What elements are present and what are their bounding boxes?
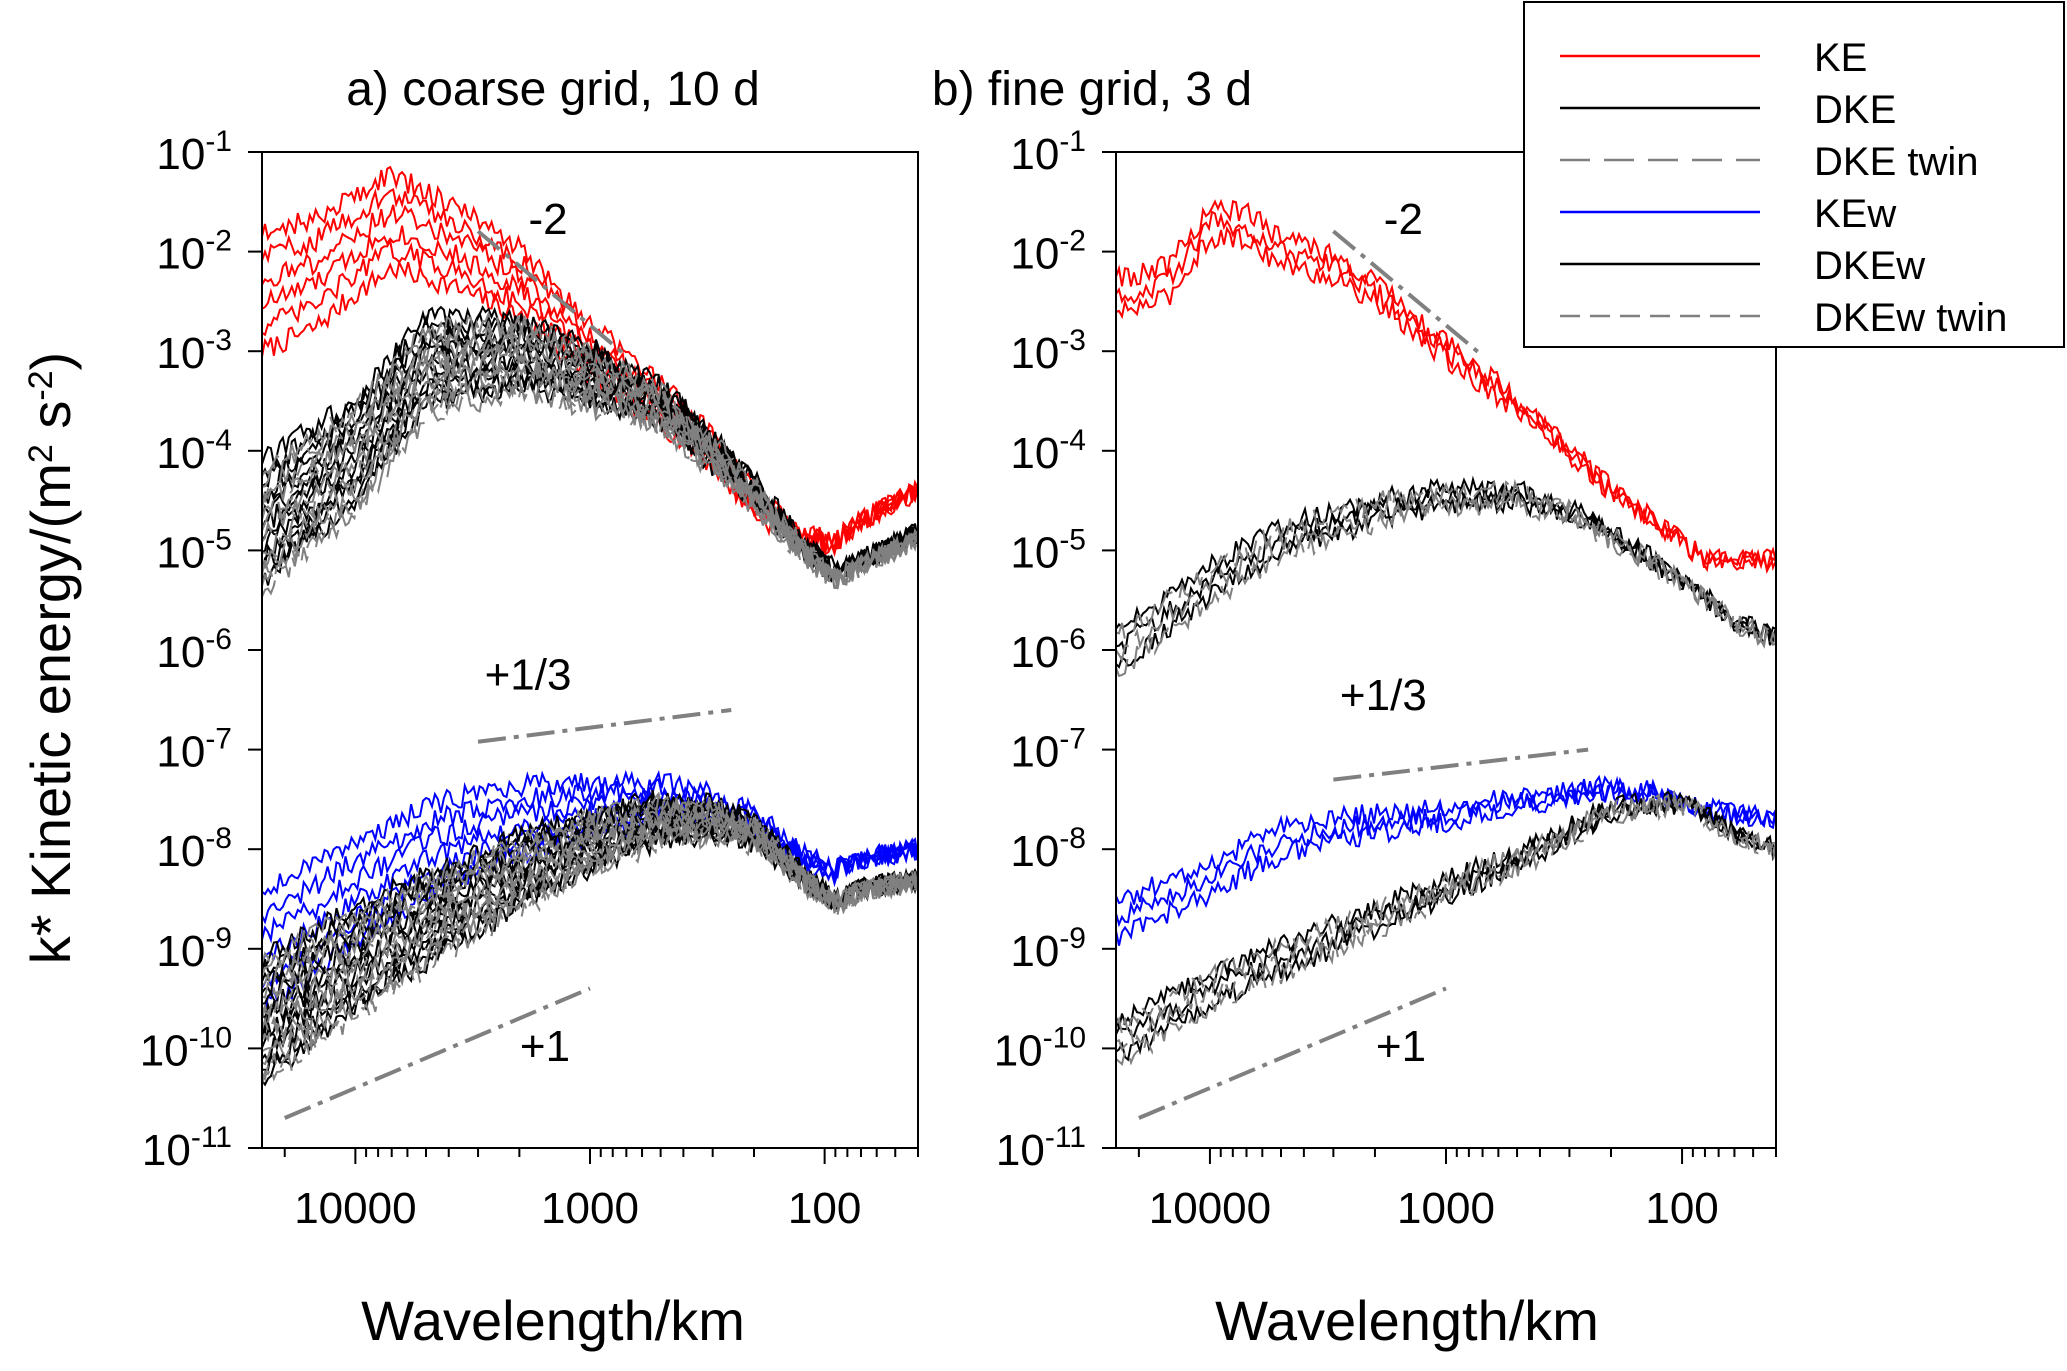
series-dkew-twin-line	[262, 815, 918, 1053]
series-dkew-twin-line	[262, 803, 918, 1016]
panel-b-title: b) fine grid, 3 d	[932, 63, 1252, 116]
reference-slope-label: -2	[1384, 195, 1423, 244]
reference-slope-line	[283, 986, 591, 1120]
y-tick-label: 10-5	[1010, 523, 1086, 577]
series-dkew-twin-line	[262, 823, 918, 1082]
y-tick-label: 10-2	[156, 225, 232, 279]
reference-slope-label: +1	[520, 1022, 570, 1071]
legend: KE DKE DKE twin KEw DKEw DKEw twin	[1523, 1, 2065, 348]
series-dkew-twin-line	[1116, 789, 1776, 1035]
series-dke-twin-line	[1116, 477, 1776, 646]
legend-label: DKE	[1814, 88, 1896, 132]
y-tick-label: 10-4	[156, 424, 232, 478]
y-axis-label: k* Kinetic energy/(m2 s-2)	[19, 352, 82, 964]
y-tick-label: 10-11	[996, 1121, 1086, 1175]
y-tick-label: 10-7	[1010, 723, 1086, 777]
series-dkew-twin-line	[262, 813, 918, 1034]
y-tick-label: 10-10	[994, 1021, 1086, 1075]
reference-slope-line	[477, 707, 732, 744]
legend-label: DKE twin	[1814, 140, 1979, 184]
x-tick-label: 100	[1645, 1184, 1718, 1233]
panel-b: b) fine grid, 3 d Wavelength/km -2 +1/3 +1…	[932, 63, 1777, 1352]
series-dkew-line	[1116, 794, 1776, 1062]
y-tick-label: 10-9	[156, 922, 232, 976]
x-tick-label: 1000	[541, 1184, 639, 1233]
series-dke-twin-line	[262, 336, 918, 585]
series-dkew-twin-line	[262, 800, 918, 999]
x-tick-label: 100	[788, 1184, 861, 1233]
y-tick-label: 10-4	[1010, 424, 1086, 478]
y-tick-label: 10-6	[1010, 623, 1086, 677]
reference-slope-label: +1	[1376, 1022, 1426, 1071]
legend-label: KE	[1814, 36, 1867, 80]
reference-slope-line	[476, 229, 628, 358]
legend-box	[1523, 1, 2065, 348]
y-tick-label: 10-1	[1010, 125, 1086, 179]
legend-label: DKEw twin	[1814, 296, 2007, 340]
plot-area	[1116, 198, 1776, 1066]
y-tick-label: 10-10	[140, 1021, 232, 1075]
series-ke-line	[1116, 198, 1776, 572]
y-tick-label: 10-9	[1010, 922, 1086, 976]
series-dkew-twin-line	[262, 813, 918, 1043]
x-tick-label: 10000	[1149, 1184, 1271, 1233]
series-ke-line	[1116, 210, 1776, 574]
y-tick-label: 10-7	[156, 723, 232, 777]
series-dkew-twin-line	[262, 826, 918, 1085]
series-dke-line	[1116, 490, 1776, 669]
series-dkew-twin-line	[262, 816, 918, 1066]
y-tick-label: 10-3	[1010, 324, 1086, 378]
series-kew-line	[262, 786, 918, 944]
series-kew-line	[1116, 774, 1776, 905]
series-dkew-line	[1116, 790, 1776, 1030]
panel-a-xlabel: Wavelength/km	[361, 1289, 745, 1352]
reference-slope-label: +1/3	[1340, 671, 1427, 720]
series-dkew-twin-line	[1116, 792, 1776, 1066]
reference-slope-line	[1333, 747, 1589, 782]
y-tick-label: 10-8	[1010, 822, 1086, 876]
reference-slope-label: -2	[528, 195, 567, 244]
plot-area	[262, 165, 918, 1087]
series-dke-twin-line	[262, 310, 918, 588]
panel-a: a) coarse grid, 10 d Wavelength/km -2 +1/…	[140, 63, 919, 1352]
legend-label: DKEw	[1814, 244, 1925, 288]
series-ke-line	[1116, 225, 1776, 571]
reference-slope-label: +1/3	[485, 651, 572, 700]
panel-b-xlabel: Wavelength/km	[1215, 1289, 1599, 1352]
series-dke-twin-line	[262, 352, 918, 586]
series-kew-line	[262, 769, 918, 896]
series-ke-line	[262, 165, 918, 552]
y-tick-label: 10-3	[156, 324, 232, 378]
legend-label: KEw	[1814, 192, 1896, 236]
y-tick-label: 10-2	[1010, 225, 1086, 279]
series-dke-twin-line	[262, 362, 918, 590]
y-tick-label: 10-6	[156, 623, 232, 677]
reference-slope-line	[1332, 229, 1484, 358]
x-tick-label: 10000	[294, 1184, 416, 1233]
reference-slope-line	[1138, 986, 1447, 1120]
series-dkew-twin-line	[262, 791, 918, 969]
y-tick-label: 10-11	[142, 1121, 232, 1175]
series-ke-line	[262, 204, 918, 556]
x-tick-label: 1000	[1397, 1184, 1495, 1233]
panel-a-title: a) coarse grid, 10 d	[346, 63, 760, 116]
series-dkew-twin-line	[262, 800, 918, 989]
y-tick-label: 10-8	[156, 822, 232, 876]
y-tick-label: 10-5	[156, 523, 232, 577]
y-tick-label: 10-1	[156, 125, 232, 179]
series-dkew-twin-line	[1116, 793, 1776, 1051]
